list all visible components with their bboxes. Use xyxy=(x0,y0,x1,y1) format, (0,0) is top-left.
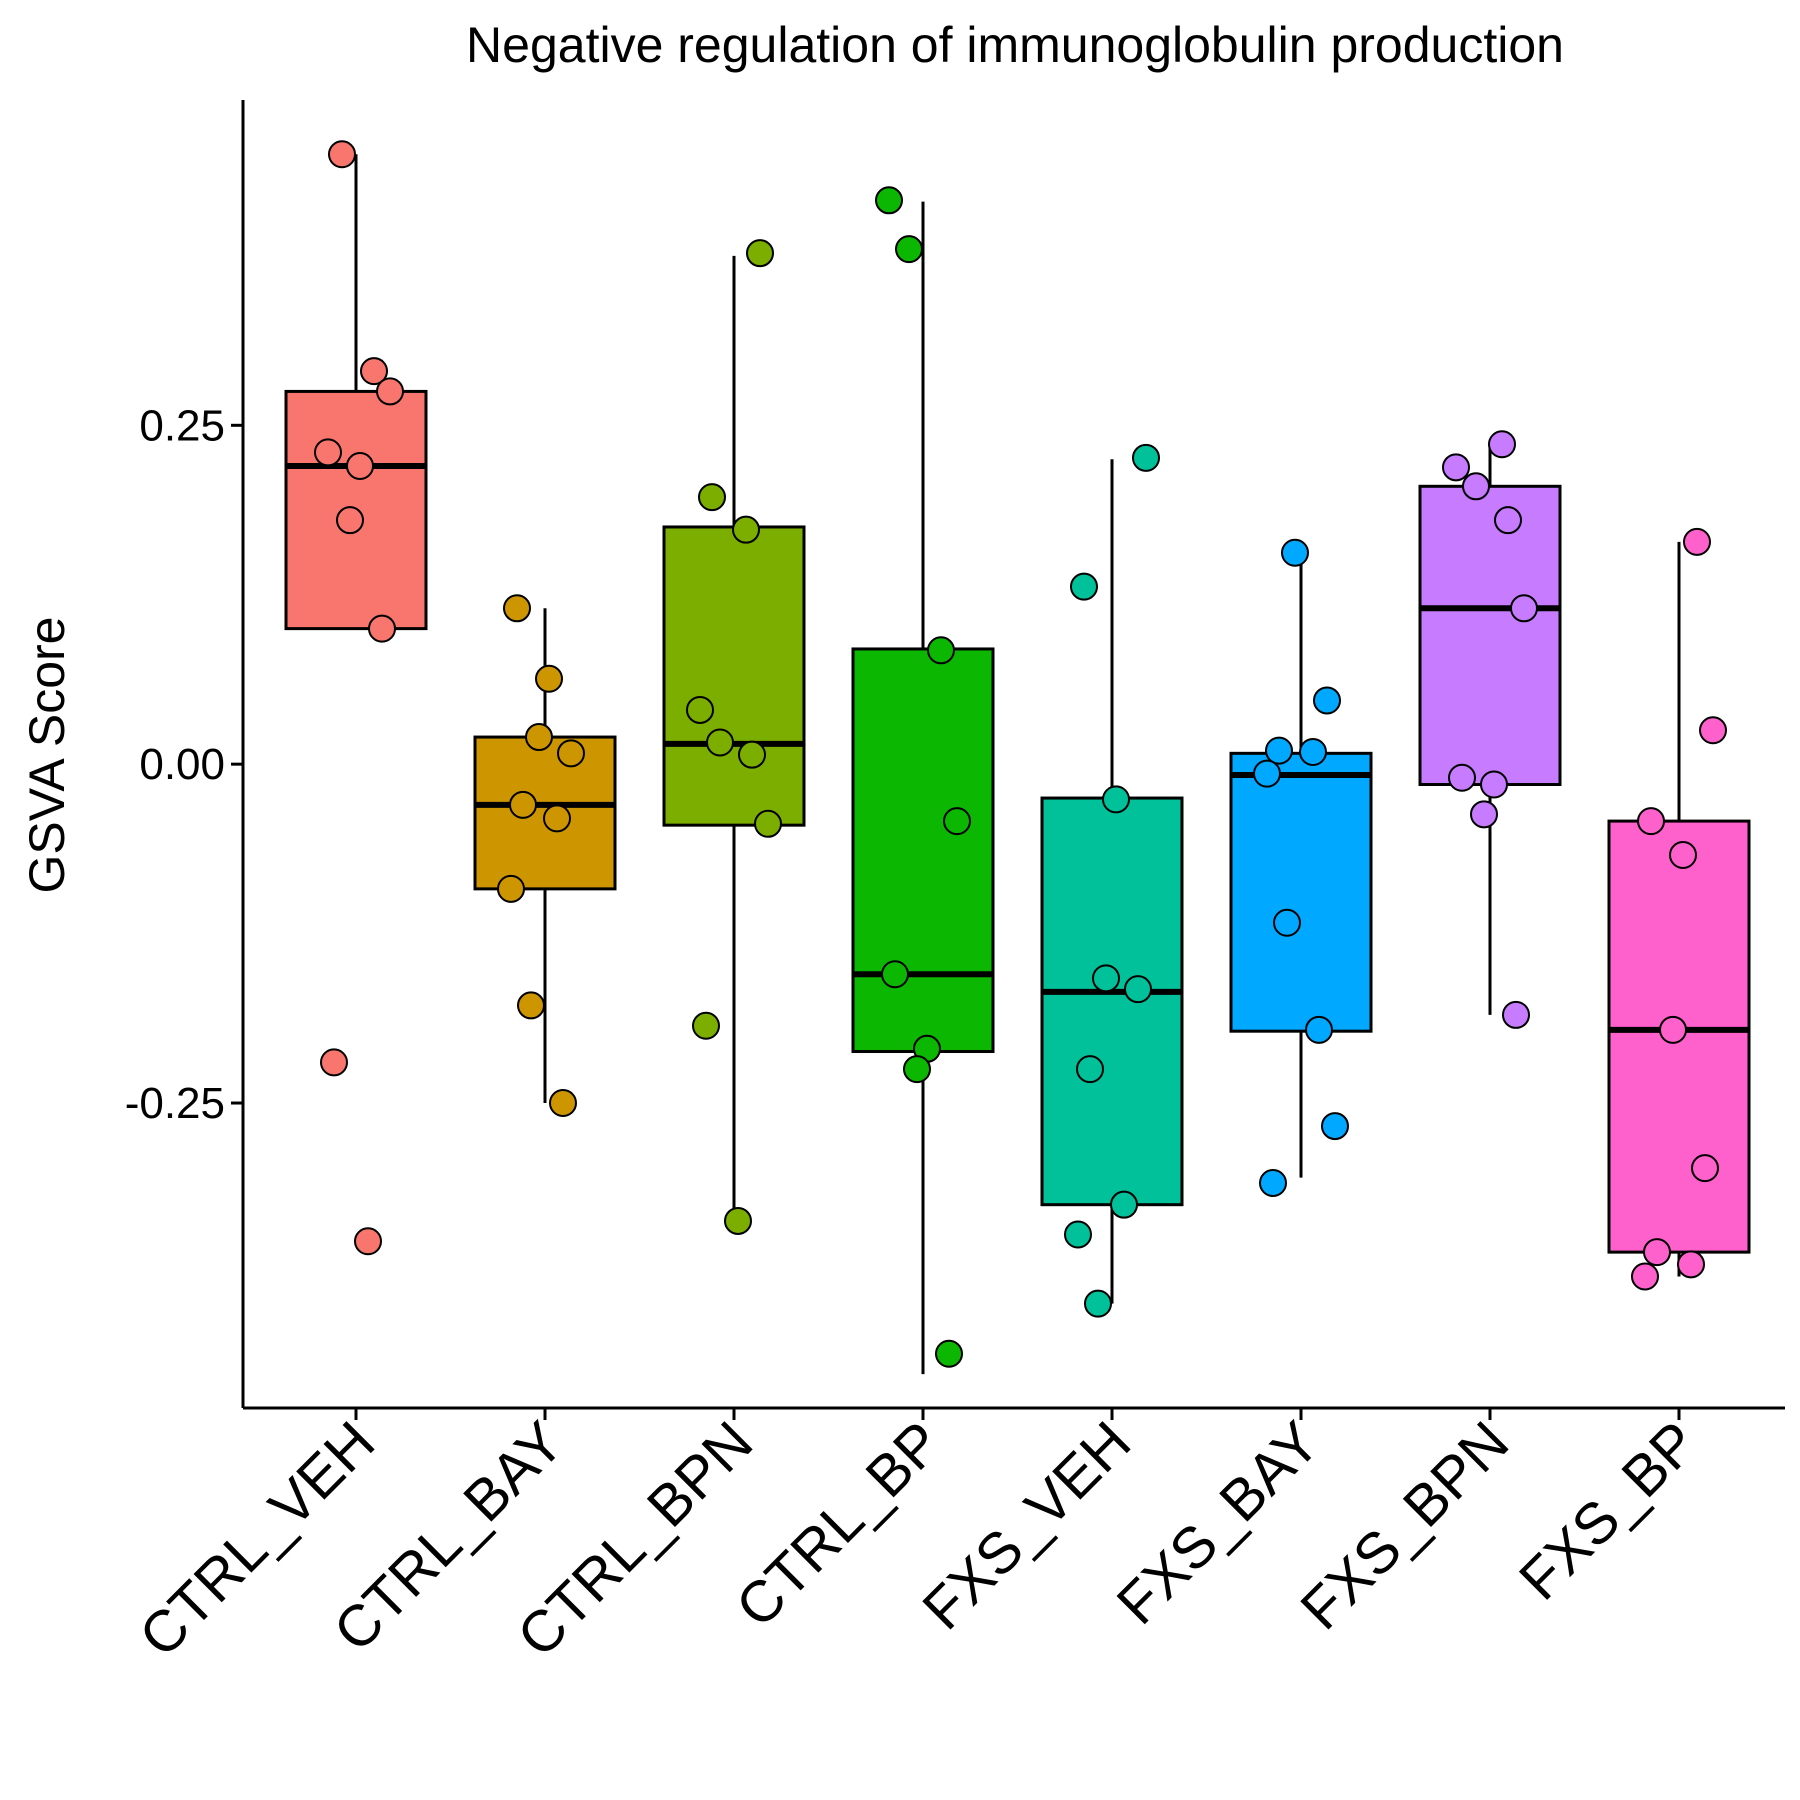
data-point xyxy=(1299,737,1327,766)
group-CTRL_BPN xyxy=(662,239,806,1235)
data-point xyxy=(354,1227,382,1256)
box xyxy=(1040,796,1184,1207)
y-axis-label: GSVA Score xyxy=(19,617,75,894)
data-point xyxy=(1313,686,1341,715)
group-FXS_BAY xyxy=(1229,538,1373,1197)
data-point xyxy=(314,438,342,467)
data-point xyxy=(1683,527,1711,556)
data-point xyxy=(1273,908,1301,937)
data-point xyxy=(881,960,909,989)
group-FXS_BPN xyxy=(1418,430,1562,1029)
y-tick-label: 0.25 xyxy=(139,401,225,450)
data-point xyxy=(1677,1250,1705,1279)
data-point xyxy=(549,1089,577,1118)
group-CTRL_VEH xyxy=(284,140,428,1256)
data-point xyxy=(1659,1015,1687,1044)
data-point xyxy=(698,483,726,512)
data-point xyxy=(543,804,571,833)
data-point xyxy=(346,451,374,480)
data-point xyxy=(738,740,766,769)
data-point xyxy=(895,235,923,264)
box xyxy=(662,525,806,827)
group-FXS_VEH xyxy=(1040,443,1184,1318)
data-point xyxy=(746,239,774,268)
data-point xyxy=(328,140,356,169)
y-tick-label: 0.00 xyxy=(139,740,225,789)
data-point xyxy=(1124,975,1152,1004)
data-point xyxy=(1510,594,1538,623)
data-point xyxy=(525,723,553,752)
data-point xyxy=(1470,800,1498,829)
data-point xyxy=(1076,1055,1104,1084)
data-point xyxy=(1643,1238,1671,1267)
data-point xyxy=(724,1206,752,1235)
data-point xyxy=(1070,572,1098,601)
data-point xyxy=(1253,759,1281,788)
plot-area xyxy=(284,140,1751,1375)
data-point xyxy=(1110,1190,1138,1219)
data-point xyxy=(1265,736,1293,765)
data-point xyxy=(1669,840,1697,869)
box xyxy=(851,647,995,1054)
group-FXS_BP xyxy=(1607,527,1751,1291)
data-point xyxy=(1281,538,1309,567)
data-point xyxy=(320,1048,348,1077)
data-point xyxy=(1480,770,1508,799)
data-point xyxy=(1691,1154,1719,1183)
data-point xyxy=(1488,430,1516,459)
data-point xyxy=(509,790,537,819)
data-point xyxy=(368,614,396,643)
data-point xyxy=(1305,1015,1333,1044)
data-point xyxy=(732,515,760,544)
data-point xyxy=(875,186,903,215)
x-tick-label: FXS_BP xyxy=(1507,1409,1710,1612)
data-point xyxy=(903,1055,931,1084)
data-point xyxy=(706,728,734,757)
data-point xyxy=(943,807,971,836)
data-point xyxy=(686,695,714,724)
data-point xyxy=(1442,453,1470,482)
data-point xyxy=(1321,1112,1349,1141)
box xyxy=(1418,484,1562,786)
data-point xyxy=(1084,1289,1112,1318)
data-point xyxy=(557,739,585,768)
data-point xyxy=(935,1339,963,1368)
data-point xyxy=(517,991,545,1020)
group-CTRL_BAY xyxy=(473,594,617,1118)
data-point xyxy=(1494,506,1522,535)
data-point xyxy=(1102,785,1130,814)
x-tick-label: FXS_VEH xyxy=(910,1409,1143,1642)
chart-title: Negative regulation of immunoglobulin pr… xyxy=(466,17,1564,73)
data-point xyxy=(1259,1168,1287,1197)
y-tick-label: -0.25 xyxy=(125,1079,225,1128)
data-point xyxy=(535,664,563,693)
group-CTRL_BP xyxy=(851,186,995,1375)
data-point xyxy=(336,506,364,535)
data-point xyxy=(503,594,531,623)
data-point xyxy=(1462,472,1490,501)
data-point xyxy=(360,357,388,386)
data-point xyxy=(1502,1000,1530,1029)
data-point xyxy=(376,377,404,406)
data-point xyxy=(1132,443,1160,472)
data-point xyxy=(1064,1220,1092,1249)
data-point xyxy=(1092,964,1120,993)
data-point xyxy=(927,636,955,665)
data-point xyxy=(692,1011,720,1040)
data-point xyxy=(1631,1262,1659,1291)
box xyxy=(1229,751,1373,1033)
data-point xyxy=(1448,763,1476,792)
x-tick-label: FXS_BPN xyxy=(1288,1409,1521,1642)
data-point xyxy=(754,809,782,838)
data-point xyxy=(497,874,525,903)
data-point xyxy=(1699,716,1727,745)
data-point xyxy=(1637,807,1665,836)
